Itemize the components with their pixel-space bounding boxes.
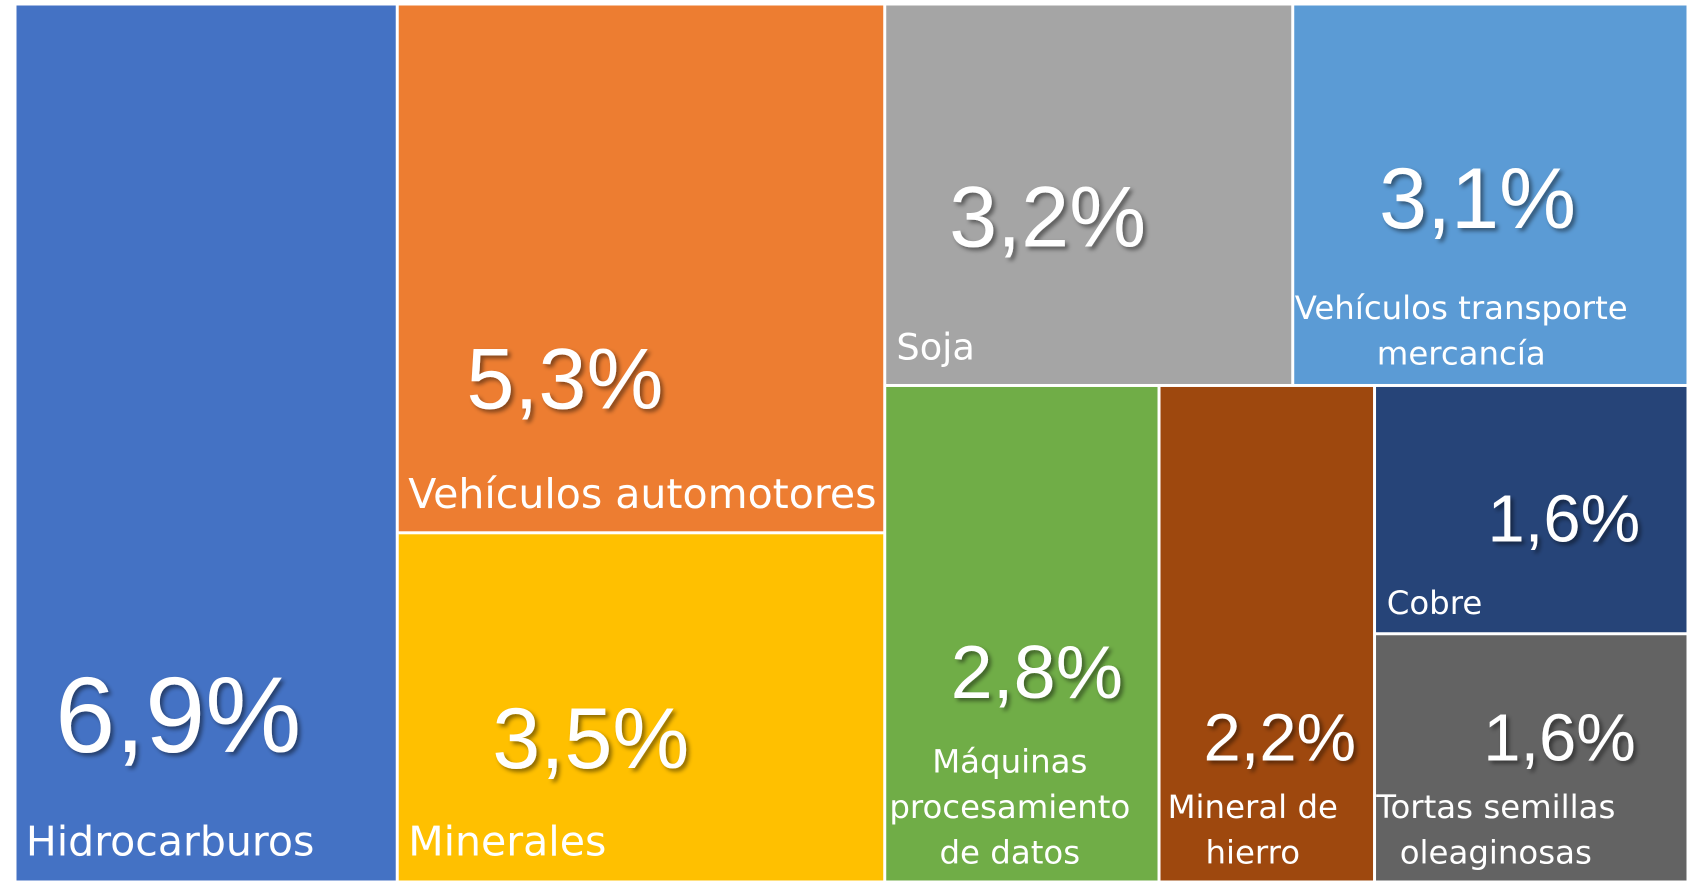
value-label: 2,2% [1203, 701, 1356, 776]
tile [1160, 386, 1374, 881]
category-label: Cobre [1387, 584, 1483, 622]
tile [398, 534, 884, 881]
tile [398, 5, 884, 532]
category-label: Soja [896, 325, 974, 368]
value-label: 3,5% [492, 691, 689, 787]
tile [1376, 386, 1687, 633]
value-label: 3,2% [949, 169, 1146, 265]
category-label: Minerales [408, 818, 606, 866]
value-label: 5,3% [466, 331, 663, 427]
value-label: 2,8% [951, 631, 1123, 715]
category-label: Vehículos transporte mercancía [1295, 289, 1628, 372]
category-label: Máquinas procesamiento de datos [889, 743, 1130, 872]
category-label: Vehículos automotores [408, 470, 876, 518]
tile [886, 386, 1158, 881]
tile [16, 5, 396, 881]
category-label: Mineral de hierro [1168, 788, 1338, 871]
category-label: Tortas semillas oleaginosas [1375, 788, 1615, 871]
tile [1294, 5, 1687, 384]
category-label: Hidrocarburos [26, 818, 314, 866]
value-label: 6,9% [55, 654, 301, 775]
value-label: 1,6% [1488, 481, 1641, 556]
tile [1376, 635, 1687, 881]
value-label: 1,6% [1483, 701, 1636, 776]
value-label: 3,1% [1379, 151, 1576, 247]
tile [886, 5, 1292, 384]
